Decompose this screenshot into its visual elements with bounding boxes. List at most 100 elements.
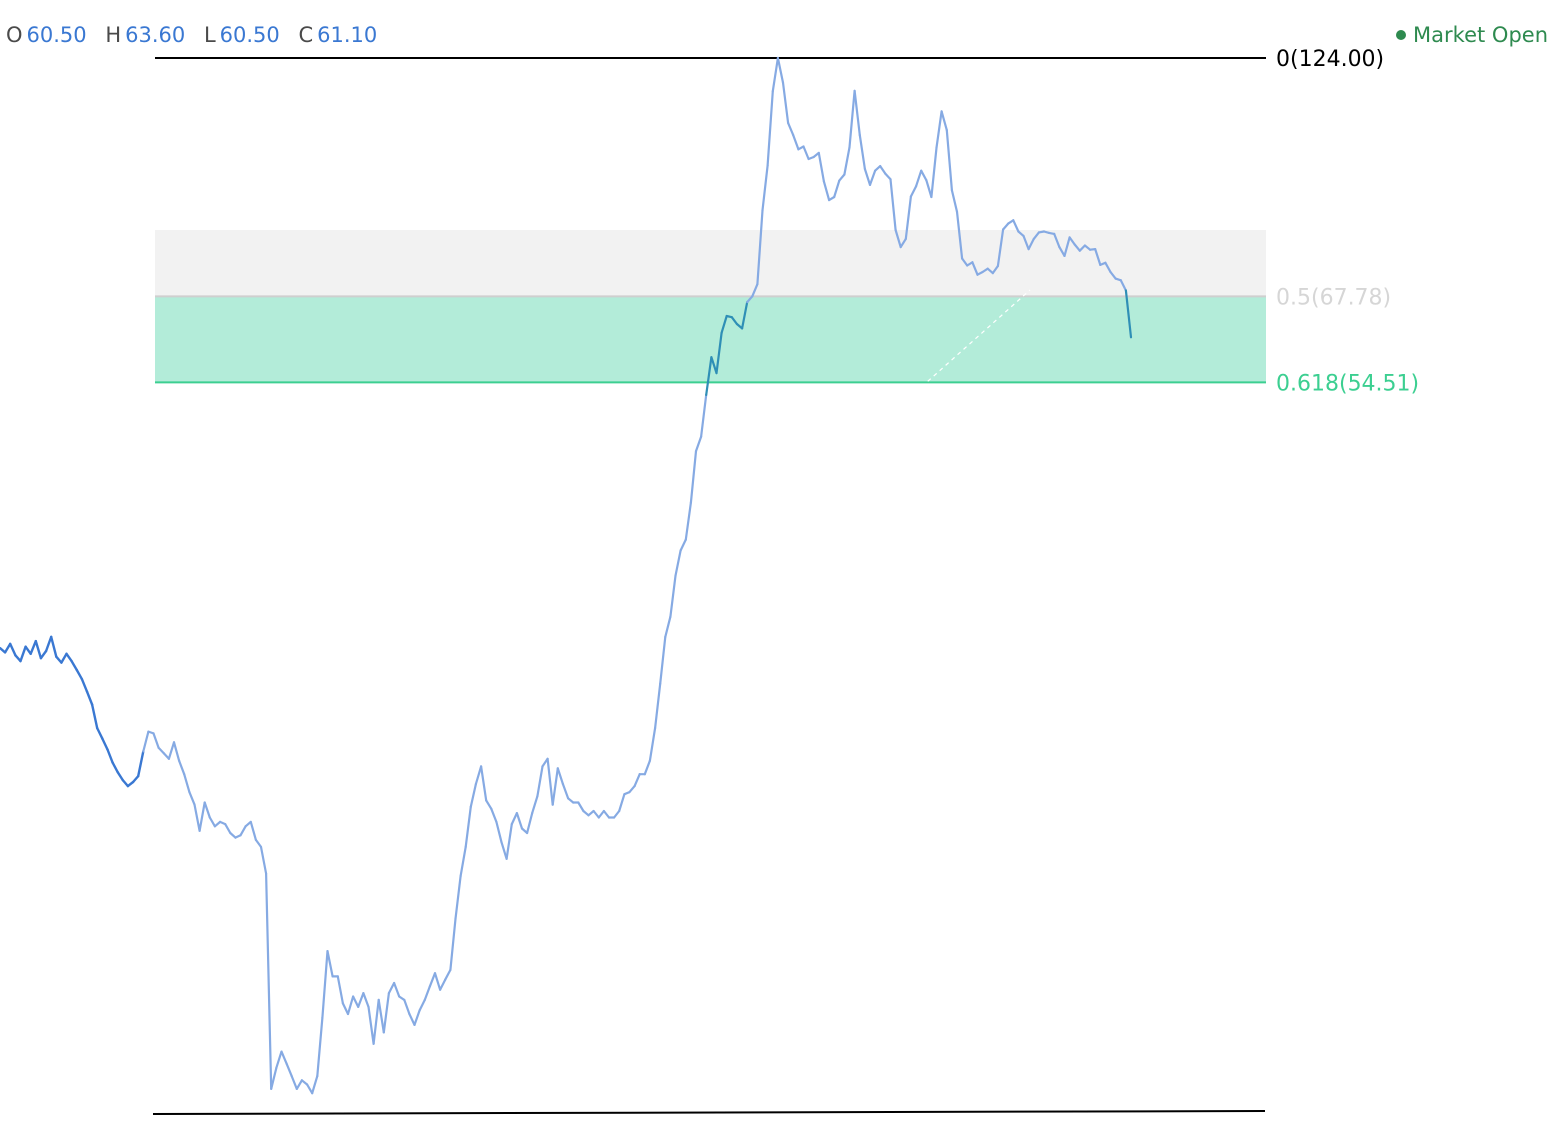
price-segment-182 (925, 179, 933, 199)
price-segment-94 (474, 765, 483, 786)
price-segment-95 (480, 765, 488, 802)
price-segment-51 (254, 838, 263, 849)
price-segment-158 (802, 145, 810, 161)
price-segment-179 (909, 185, 918, 198)
price-segment-139 (705, 356, 713, 396)
fib-level-label-0.5: 0.5(67.78) (1276, 285, 1391, 310)
price-segment-85 (428, 972, 437, 988)
price-segment-16 (75, 668, 84, 681)
price-segment-14 (65, 652, 73, 663)
price-segment-133 (674, 549, 682, 577)
price-segment-54 (270, 1066, 278, 1091)
price-segment-23 (111, 761, 119, 774)
price-segment-207 (1053, 232, 1061, 249)
price-segment-177 (899, 237, 907, 249)
price-segment-220 (1119, 279, 1128, 292)
price-segment-96 (485, 799, 493, 810)
price-segment-189 (960, 257, 969, 267)
price-segment-69 (346, 995, 355, 1016)
price-segment-141 (715, 331, 723, 375)
price-segment-12 (55, 655, 63, 664)
price-segment-9 (39, 649, 48, 660)
price-segment-18 (85, 690, 94, 706)
price-segment-52 (259, 845, 268, 875)
price-segment-124 (628, 784, 636, 794)
price-segment-72 (362, 991, 370, 1009)
price-segment-46 (229, 831, 237, 839)
price-segment-32 (157, 746, 165, 755)
price-segment-167 (848, 89, 856, 149)
price-segment-187 (950, 189, 959, 213)
price-segment-213 (1083, 244, 1092, 251)
price-segment-92 (464, 805, 472, 849)
price-segment-146 (740, 301, 749, 330)
price-segment-110 (556, 767, 565, 786)
price-segment-221 (1124, 289, 1133, 339)
price-segment-87 (439, 978, 447, 991)
price-segment-125 (633, 773, 641, 788)
price-segment-39 (193, 803, 201, 832)
price-segment-99 (500, 841, 508, 860)
price-segment-104 (525, 811, 534, 835)
price-segment-40 (198, 801, 206, 832)
fib-level-label-0: 0(124.00) (1276, 47, 1384, 72)
price-segment-203 (1032, 231, 1041, 240)
price-segment-115 (582, 809, 590, 817)
price-segment-89 (449, 917, 457, 972)
price-segment-57 (285, 1062, 293, 1078)
price-segment-142 (720, 314, 728, 334)
price-segment-166 (843, 146, 851, 176)
price-segment-217 (1104, 261, 1112, 274)
low-value: 60.50 (219, 23, 280, 47)
price-segment-56 (280, 1050, 288, 1065)
price-segment-130 (659, 635, 667, 685)
price-segment-36 (178, 759, 186, 776)
price-segment-114 (577, 801, 585, 813)
price-segment-8 (34, 639, 43, 660)
price-segment-184 (935, 110, 943, 149)
price-segment-138 (699, 393, 708, 438)
price-segment-164 (833, 179, 841, 199)
price-segment-132 (669, 574, 677, 618)
price-segment-178 (904, 195, 913, 240)
swing-low-line (152, 1110, 1266, 1115)
price-segment-80 (403, 998, 411, 1016)
price-segment-22 (106, 748, 114, 764)
price-segment-50 (249, 820, 257, 842)
price-segment-60 (300, 1079, 309, 1086)
price-segment-77 (387, 981, 396, 995)
price-segment-43 (213, 820, 222, 828)
price-segment-84 (423, 985, 431, 1002)
price-segment-131 (664, 615, 672, 639)
price-segment-170 (863, 167, 872, 186)
price-segment-174 (884, 172, 892, 181)
price-segment-29 (142, 730, 150, 753)
price-segment-48 (239, 825, 247, 837)
price-segment-19 (90, 703, 99, 730)
price-segment-21 (101, 737, 109, 751)
price-segment-31 (152, 732, 160, 749)
price-segment-13 (60, 652, 68, 664)
price-segment-209 (1063, 236, 1071, 257)
price-segment-41 (203, 801, 211, 819)
price-segment-116 (587, 809, 595, 817)
price-segment-153 (776, 56, 785, 84)
price-segment-162 (822, 180, 831, 202)
price-segment-61 (306, 1083, 314, 1095)
price-segment-199 (1012, 219, 1020, 233)
price-segment-127 (643, 759, 652, 776)
price-segment-152 (771, 56, 780, 93)
price-segment-76 (382, 991, 390, 1034)
fib-level-label-0.618: 0.618(54.51) (1276, 371, 1419, 396)
price-segment-150 (761, 164, 769, 212)
price-segment-2 (3, 642, 12, 654)
price-segment-169 (858, 134, 867, 171)
price-segment-82 (413, 1009, 421, 1027)
price-segment-78 (393, 981, 401, 998)
price-segment-175 (889, 178, 897, 232)
retracement-connector (879, 289, 1031, 425)
price-segment-121 (612, 809, 621, 819)
price-segment-65 (326, 949, 334, 978)
price-segment-191 (971, 261, 979, 276)
